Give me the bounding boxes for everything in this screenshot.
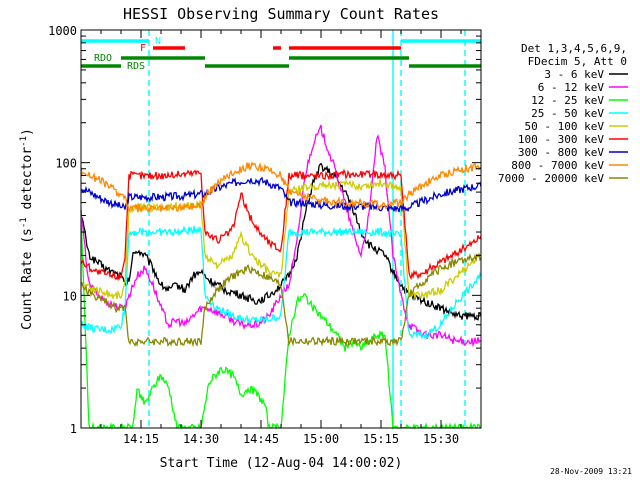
legend-label-9: 7000 - 20000 keV [498, 172, 604, 185]
x-axis-label: Start Time (12-Aug-04 14:00:02) [160, 456, 403, 471]
flag-n-label: N [155, 36, 161, 47]
y-tick-label: 100 [55, 157, 77, 171]
legend-label-7: 300 - 800 keV [518, 146, 604, 159]
series-line-5 [80, 179, 482, 301]
series-line-8 [80, 161, 482, 214]
y-axis-label-sup1: -1 [19, 217, 29, 228]
x-tick-label: 14:15 [123, 432, 159, 446]
series-line-9 [80, 253, 482, 348]
series-line-3 [80, 210, 481, 431]
series-line-2 [80, 124, 482, 348]
flag-rdo-label: RDO [94, 53, 112, 64]
legend-header-2: FDecim 5, Att 0 [528, 55, 627, 68]
legend-header-1: Det 1,3,4,5,6,9, [521, 42, 627, 55]
legend: Det 1,3,4,5,6,9,FDecim 5, Att 03 - 6 keV… [498, 42, 628, 185]
y-axis-label-sup2: -1 [19, 136, 29, 147]
footer-timestamp: 28-Nov-2009 13:21 [550, 467, 632, 476]
x-tick-label: 15:30 [423, 432, 459, 446]
x-tick-label: 15:15 [363, 432, 399, 446]
legend-label-4: 25 - 50 keV [531, 107, 604, 120]
series-line-7 [80, 176, 482, 213]
legend-label-3: 12 - 25 keV [531, 94, 604, 107]
flag-bars: NF RDO RDS [81, 30, 481, 428]
x-tick-label: 14:45 [243, 432, 279, 446]
series-group [80, 124, 482, 431]
y-tick-label: 1000 [48, 24, 77, 38]
legend-label-1: 3 - 6 keV [544, 68, 604, 81]
chart-title: HESSI Observing Summary Count Rates [123, 5, 439, 23]
x-axis: 14:15 14:30 14:45 15:00 15:15 15:30 [80, 30, 482, 446]
series-line-4 [80, 225, 482, 340]
series-line-6 [80, 168, 482, 282]
legend-label-2: 6 - 12 keV [538, 81, 605, 94]
y-axis-label-main: Count Rate (s [20, 228, 35, 330]
y-axis-label-mid: detector [20, 147, 35, 218]
y-tick-label: 1 [70, 422, 77, 436]
legend-label-5: 50 - 100 keV [525, 120, 605, 133]
legend-label-6: 100 - 300 keV [518, 133, 604, 146]
y-axis-label-end: ) [20, 128, 35, 136]
y-axis-label: Count Rate (s-1 detector-1) [19, 128, 35, 330]
flag-f-label: F [140, 43, 146, 54]
x-tick-label: 14:30 [183, 432, 219, 446]
legend-label-8: 800 - 7000 keV [511, 159, 604, 172]
y-axis: 1 10 100 1000 [48, 24, 481, 436]
x-tick-label: 15:00 [303, 432, 339, 446]
y-tick-label: 10 [63, 289, 77, 303]
flag-rds-label: RDS [127, 61, 145, 72]
